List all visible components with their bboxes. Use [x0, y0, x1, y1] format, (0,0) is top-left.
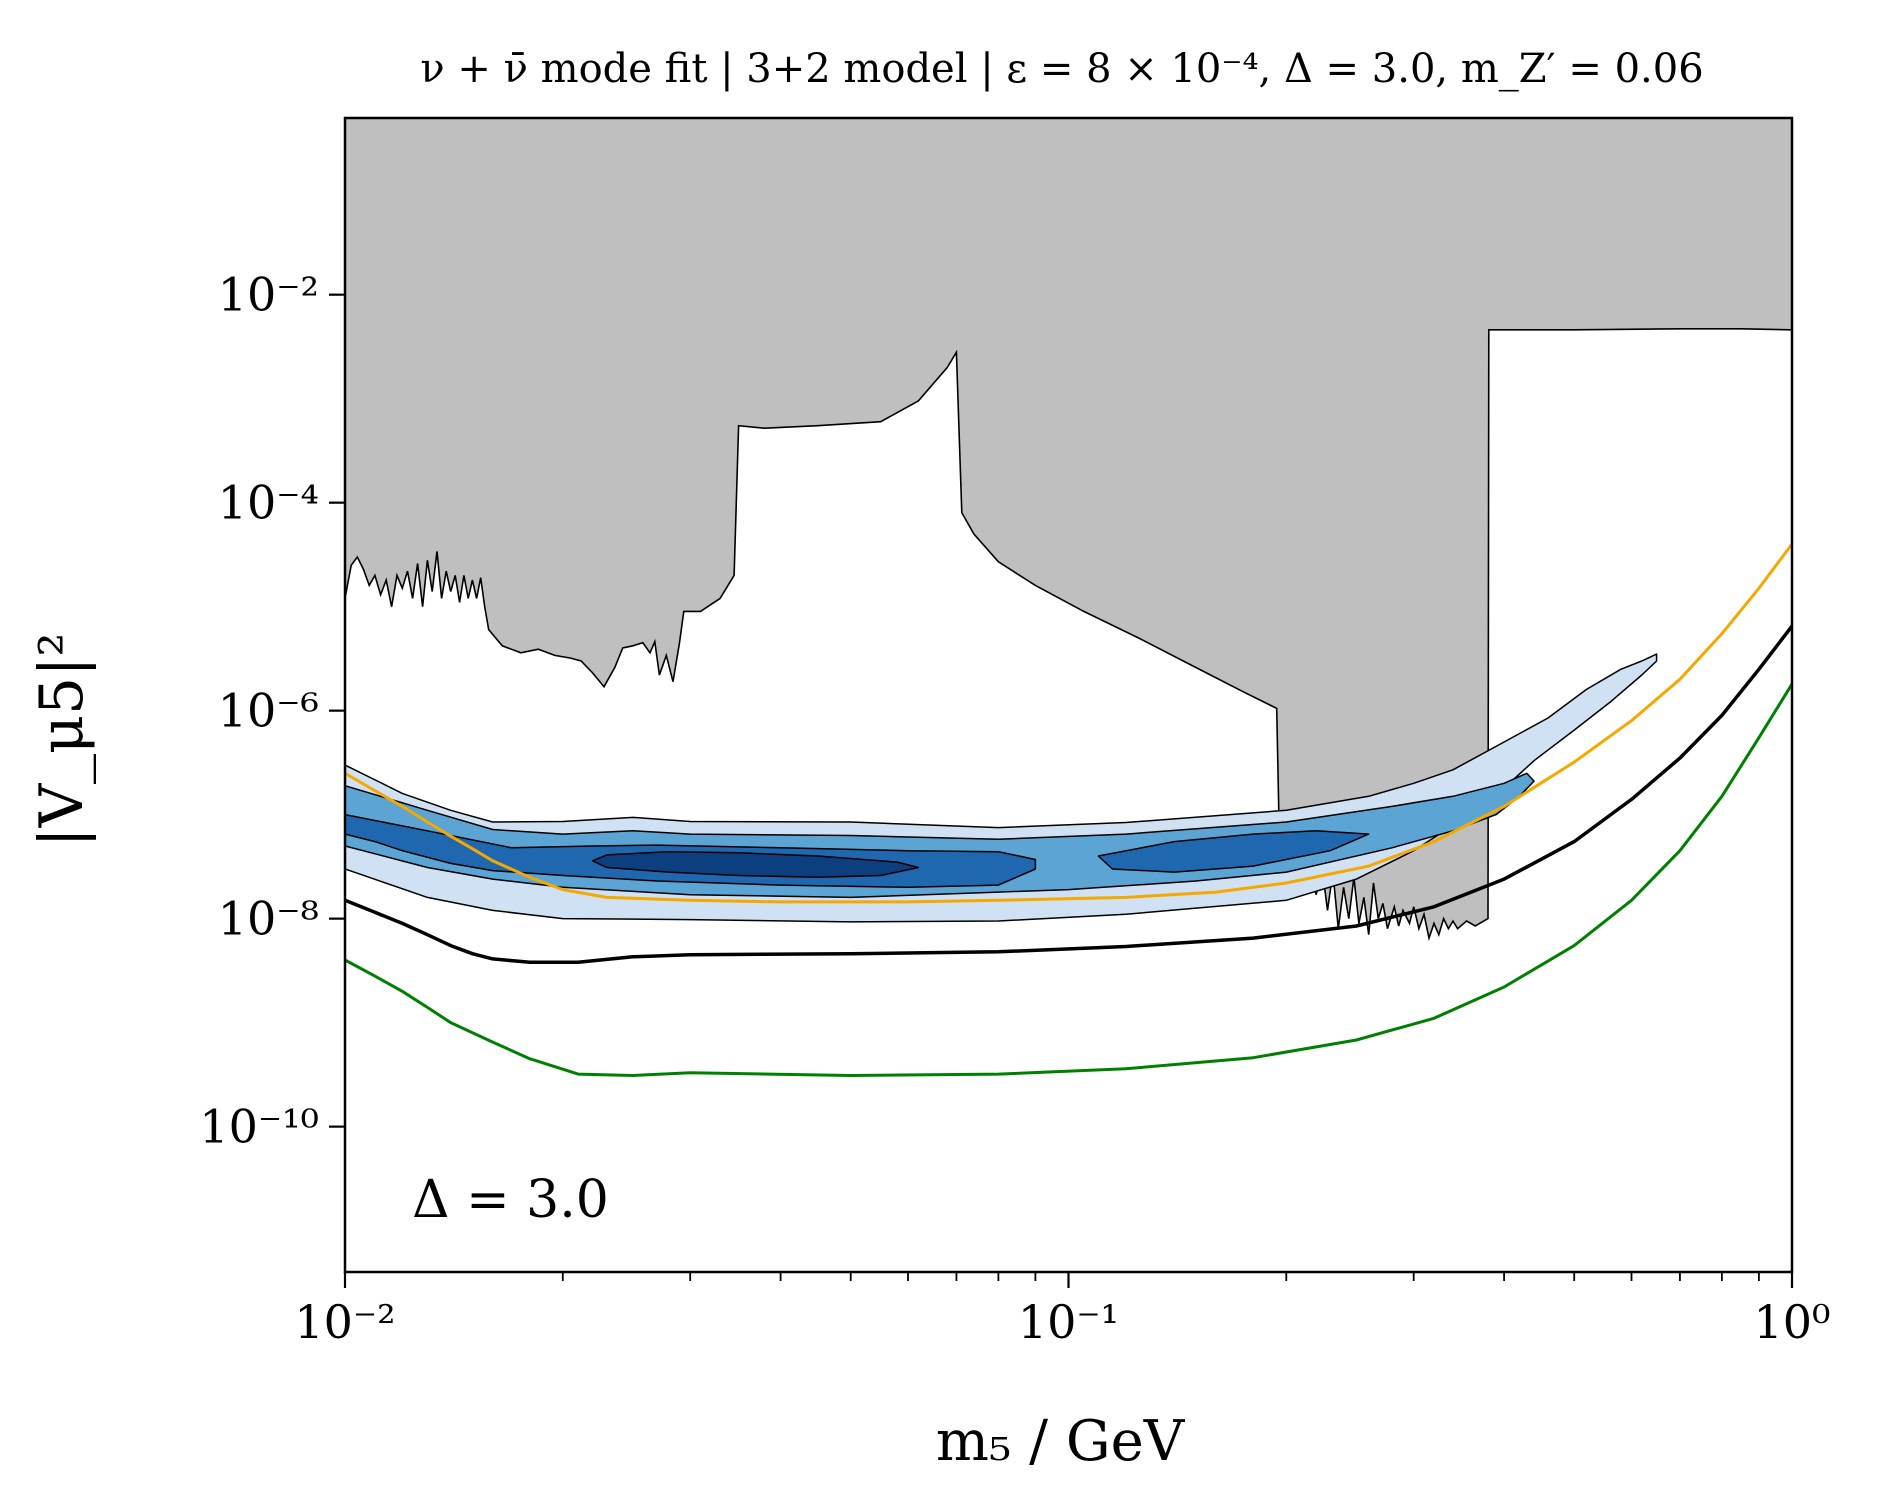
x-axis: 10⁻² 10⁻¹ 10⁰ [294, 1272, 1830, 1349]
y-tick-label: 10⁻¹⁰ [199, 1100, 319, 1154]
chart-title: ν + ν̄ mode fit | 3+2 model | ε = 8 × 10… [420, 46, 1703, 92]
y-tick-label: 10⁻⁴ [218, 476, 319, 530]
contour-inner-right [1097, 830, 1370, 873]
y-axis-label: |V_μ5|² [27, 633, 97, 848]
excluded-region [345, 118, 1792, 939]
black-limit-line [345, 624, 1792, 965]
x-tick-label: 10⁰ [1754, 1295, 1831, 1349]
delta-annotation: Δ = 3.0 [412, 1170, 609, 1230]
y-axis: 10⁻¹⁰ 10⁻⁸ 10⁻⁶ 10⁻⁴ 10⁻² [199, 268, 345, 1154]
x-axis-label: m₅ / GeV [936, 1409, 1186, 1474]
orange-limit-line [345, 542, 1792, 904]
x-tick-label: 10⁻¹ [1018, 1295, 1119, 1349]
excluded-region-boundary [345, 327, 1792, 942]
y-tick-label: 10⁻⁶ [218, 684, 319, 738]
y-tick-label: 10⁻⁸ [218, 892, 319, 946]
plot-area [345, 118, 1792, 1077]
y-tick-label: 10⁻² [218, 268, 319, 322]
green-limit-line [345, 682, 1792, 1077]
x-tick-label: 10⁻² [294, 1295, 395, 1349]
contour-core [591, 850, 920, 879]
